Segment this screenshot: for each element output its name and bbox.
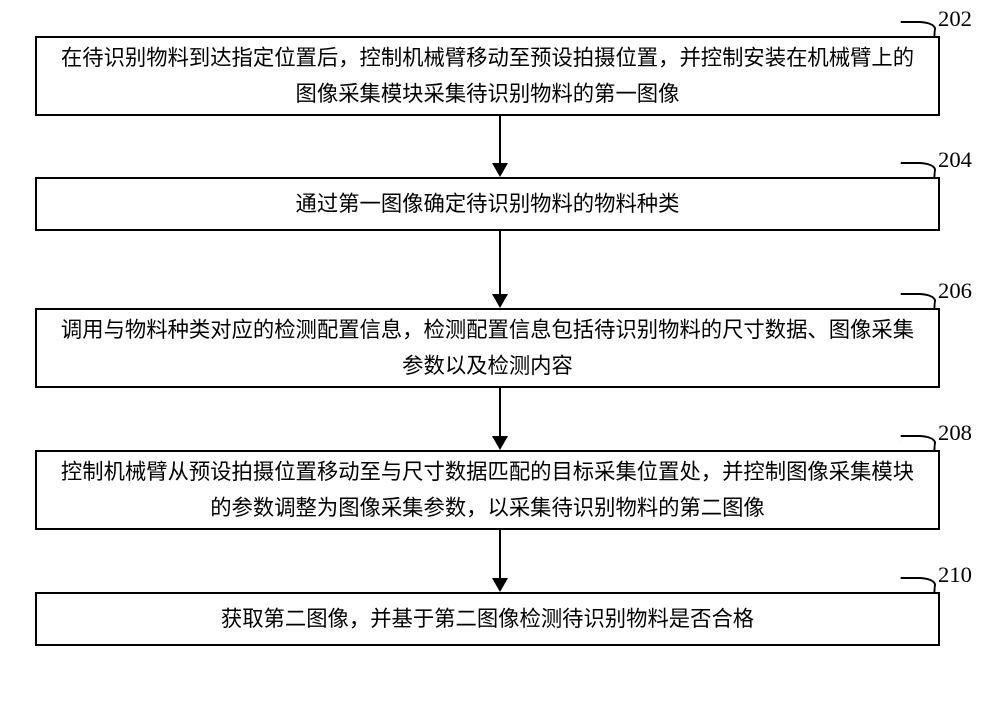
step-text: 通过第一图像确定待识别物料的物料种类 xyxy=(296,186,680,222)
arrow-line xyxy=(499,116,501,163)
step-label-210: 210 xyxy=(938,562,972,588)
arrow-head xyxy=(492,294,508,308)
step-text: 控制机械臂从预设拍摄位置移动至与尺寸数据匹配的目标采集位置处，并控制图像采集模块… xyxy=(57,454,918,527)
step-box-206: 调用与物料种类对应的检测配置信息，检测配置信息包括待识别物料的尺寸数据、图像采集… xyxy=(35,308,940,388)
step-label-text: 204 xyxy=(938,147,972,172)
step-text: 调用与物料种类对应的检测配置信息，检测配置信息包括待识别物料的尺寸数据、图像采集… xyxy=(57,312,918,385)
step-text: 在待识别物料到达指定位置后，控制机械臂移动至预设拍摄位置，并控制安装在机械臂上的… xyxy=(57,40,918,113)
label-connector-202 xyxy=(899,21,936,37)
flowchart-canvas: 202 在待识别物料到达指定位置后，控制机械臂移动至预设拍摄位置，并控制安装在机… xyxy=(0,0,1000,721)
step-text: 获取第二图像，并基于第二图像检测待识别物料是否合格 xyxy=(221,601,754,637)
label-connector-204 xyxy=(899,162,936,178)
step-label-206: 206 xyxy=(938,278,972,304)
label-connector-206 xyxy=(899,293,936,309)
step-label-text: 208 xyxy=(938,420,972,445)
step-label-204: 204 xyxy=(938,147,972,173)
step-label-text: 202 xyxy=(938,6,972,31)
arrow-line xyxy=(499,530,501,578)
arrow-head xyxy=(492,436,508,450)
step-box-204: 通过第一图像确定待识别物料的物料种类 xyxy=(35,177,940,231)
step-label-208: 208 xyxy=(938,420,972,446)
step-box-210: 获取第二图像，并基于第二图像检测待识别物料是否合格 xyxy=(35,592,940,646)
label-connector-210 xyxy=(899,577,936,593)
step-label-text: 206 xyxy=(938,278,972,303)
step-label-202: 202 xyxy=(938,6,972,32)
step-box-202: 在待识别物料到达指定位置后，控制机械臂移动至预设拍摄位置，并控制安装在机械臂上的… xyxy=(35,36,940,116)
arrow-line xyxy=(499,388,501,436)
label-connector-208 xyxy=(899,435,936,451)
step-label-text: 210 xyxy=(938,562,972,587)
arrow-line xyxy=(499,231,501,294)
step-box-208: 控制机械臂从预设拍摄位置移动至与尺寸数据匹配的目标采集位置处，并控制图像采集模块… xyxy=(35,450,940,530)
arrow-head xyxy=(492,163,508,177)
arrow-head xyxy=(492,578,508,592)
